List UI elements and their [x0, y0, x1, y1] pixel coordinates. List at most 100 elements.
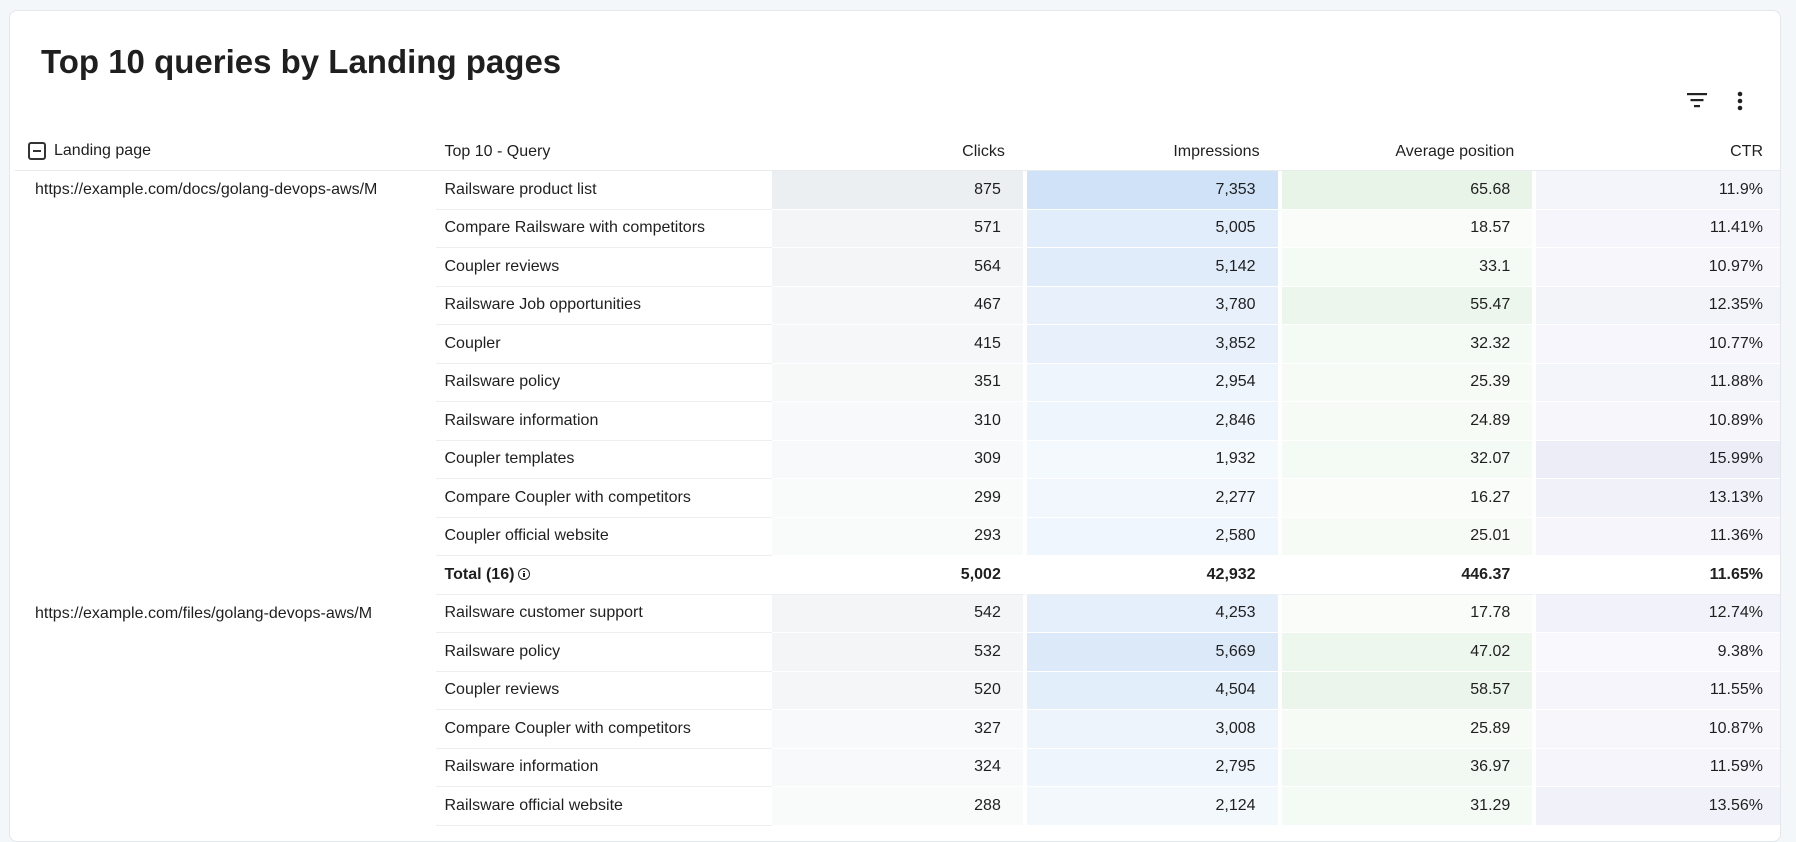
table-row: https://example.com/files/golang-devops-…	[15, 594, 1780, 633]
clicks-cell: 467	[772, 286, 1027, 325]
impressions-cell: 4,253	[1026, 594, 1282, 633]
average-position-cell: 31.29	[1281, 787, 1537, 826]
clicks-cell: 532	[772, 633, 1027, 672]
column-header-impressions[interactable]: Impressions	[1026, 133, 1282, 171]
ctr-cell: 11.41%	[1536, 209, 1780, 248]
query-cell: Railsware information	[435, 402, 773, 441]
impressions-cell: 2,277	[1026, 479, 1282, 518]
column-header-average-position[interactable]: Average position	[1281, 133, 1537, 171]
clicks-cell: 327	[772, 710, 1027, 749]
clicks-cell: 293	[772, 517, 1027, 556]
average-position-cell: 47.02	[1281, 633, 1537, 672]
column-header-label: Landing page	[54, 142, 151, 160]
ctr-cell: 11.88%	[1536, 363, 1780, 402]
table-row: Railsware policy 532 5,669 47.02 9.38%	[15, 633, 1780, 672]
average-position-cell: 65.68	[1281, 171, 1537, 210]
average-position-cell: 58.57	[1281, 671, 1537, 710]
more-vert-icon[interactable]	[1726, 87, 1754, 115]
column-header-ctr[interactable]: CTR	[1536, 133, 1780, 171]
table-row: Coupler 415 3,852 32.32 10.77%	[15, 325, 1780, 364]
impressions-cell: 5,005	[1026, 209, 1282, 248]
table-row: Railsware Job opportunities 467 3,780 55.47…	[15, 286, 1780, 325]
column-header-clicks[interactable]: Clicks	[772, 133, 1027, 171]
table-row: Railsware official website 288 2,124 31.29 1…	[15, 787, 1780, 826]
query-cell: Compare Coupler with competitors	[435, 479, 773, 518]
average-position-cell: 32.07	[1281, 440, 1537, 479]
query-cell: Coupler official website	[435, 518, 773, 556]
impressions-cell: 3,008	[1026, 710, 1282, 749]
clicks-cell: 875	[772, 171, 1027, 210]
ctr-cell: 12.35%	[1536, 286, 1780, 325]
average-position-cell: 25.89	[1281, 710, 1537, 749]
impressions-cell: 5,669	[1026, 633, 1282, 672]
average-position-cell: 24.89	[1281, 402, 1537, 441]
average-position-cell: 36.97	[1281, 748, 1537, 787]
clicks-cell: 309	[772, 440, 1027, 479]
impressions-cell: 2,124	[1026, 787, 1282, 826]
query-cell: Coupler	[435, 325, 773, 364]
ctr-cell: 11.9%	[1536, 171, 1780, 210]
query-cell: Compare Coupler with competitors	[435, 710, 773, 749]
average-position-cell: 25.39	[1281, 363, 1537, 402]
average-position-cell: 55.47	[1281, 286, 1537, 325]
ctr-cell: 10.89%	[1536, 402, 1780, 441]
table-row: Compare Railsware with competitors 571 5,0…	[15, 209, 1780, 248]
query-cell: Coupler templates	[435, 441, 773, 479]
clicks-cell: 351	[772, 363, 1027, 402]
table-header-row: Landing page Top 10 - Query Clicks Impre…	[15, 133, 1780, 171]
page-title: Top 10 queries by Landing pages	[41, 43, 562, 80]
clicks-cell: 310	[772, 402, 1027, 441]
impressions-cell: 1,932	[1026, 440, 1282, 479]
ctr-cell: 11.59%	[1536, 748, 1780, 787]
query-cell: Railsware official website	[435, 787, 773, 826]
table-row: Railsware information 324 2,795 36.97 11.59%	[15, 748, 1780, 787]
ctr-cell: 10.77%	[1536, 325, 1780, 364]
clicks-cell: 299	[772, 479, 1027, 518]
total-row: Total (16) 5,002 42,932 446.37 11.65%	[15, 556, 1780, 595]
landing-page-cell[interactable]: https://example.com/docs/golang-devops-a…	[35, 181, 378, 198]
total-clicks-cell: 5,002	[772, 556, 1027, 595]
collapse-all-icon[interactable]	[28, 142, 46, 161]
average-position-cell: 17.78	[1281, 594, 1537, 633]
column-header-query[interactable]: Top 10 - Query	[435, 133, 773, 171]
info-icon[interactable]	[518, 567, 531, 580]
query-cell: Railsware policy	[435, 364, 773, 402]
total-ctr-cell: 11.65%	[1536, 556, 1780, 595]
impressions-cell: 2,954	[1026, 363, 1282, 402]
impressions-cell: 7,353	[1026, 171, 1282, 210]
query-cell: Railsware information	[435, 749, 773, 787]
clicks-cell: 288	[772, 787, 1027, 826]
ctr-cell: 13.56%	[1536, 787, 1780, 826]
report-card: Top 10 queries by Landing pages Landing …	[9, 10, 1781, 842]
filter-icon[interactable]	[1683, 86, 1711, 114]
table-row: Railsware policy 351 2,954 25.39 11.88%	[15, 363, 1780, 402]
ctr-cell: 9.38%	[1536, 633, 1780, 672]
impressions-cell: 2,795	[1026, 748, 1282, 787]
table-row: https://example.com/docs/golang-devops-a…	[15, 171, 1780, 210]
ctr-cell: 10.87%	[1536, 710, 1780, 749]
query-cell: Coupler reviews	[435, 672, 773, 710]
total-impressions-cell: 42,932	[1026, 556, 1282, 595]
table-row: Coupler reviews 564 5,142 33.1 10.97%	[15, 248, 1780, 287]
clicks-cell: 520	[772, 671, 1027, 710]
impressions-cell: 4,504	[1026, 671, 1282, 710]
ctr-cell: 15.99%	[1536, 440, 1780, 479]
total-average-position-cell: 446.37	[1281, 556, 1537, 595]
column-header-landing-page[interactable]: Landing page	[15, 133, 436, 171]
query-cell: Railsware product list	[435, 171, 773, 210]
impressions-cell: 2,846	[1026, 402, 1282, 441]
average-position-cell: 25.01	[1281, 517, 1537, 556]
query-cell: Railsware Job opportunities	[435, 287, 773, 325]
ctr-cell: 11.55%	[1536, 671, 1780, 710]
clicks-cell: 564	[772, 248, 1027, 287]
data-table: Landing page Top 10 - Query Clicks Impre…	[15, 133, 1780, 826]
query-cell: Coupler reviews	[435, 248, 773, 287]
query-cell: Compare Railsware with competitors	[435, 210, 773, 248]
table-row: Compare Coupler with competitors 299 2,277…	[15, 479, 1780, 518]
query-cell: Railsware policy	[435, 633, 773, 672]
table-row: Coupler reviews 520 4,504 58.57 11.55%	[15, 671, 1780, 710]
clicks-cell: 571	[772, 209, 1027, 248]
landing-page-cell[interactable]: https://example.com/files/golang-devops-…	[35, 604, 373, 622]
total-label-cell: Total (16)	[435, 556, 773, 595]
table-row: Coupler official website 293 2,580 25.01 11.…	[15, 517, 1780, 556]
